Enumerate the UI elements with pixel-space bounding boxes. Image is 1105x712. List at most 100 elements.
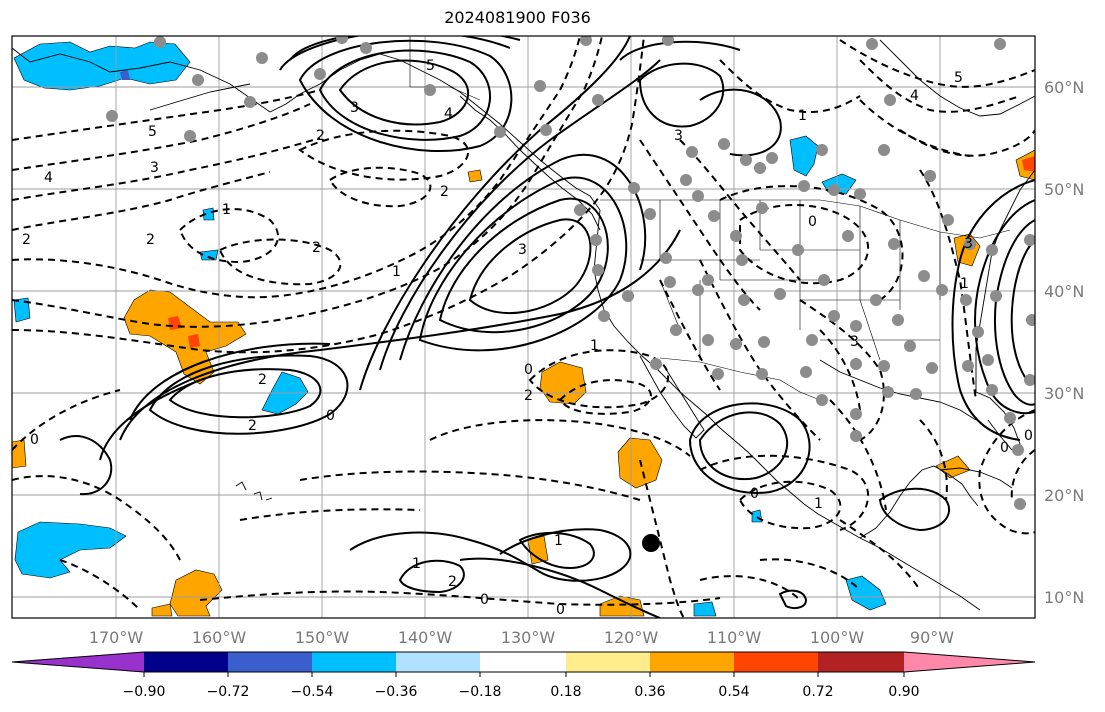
contour-label: 0 xyxy=(524,362,533,378)
colorbar-segment xyxy=(734,652,818,672)
latitude-labels: 60°N 50°N 40°N 30°N 20°N 10°N xyxy=(1044,78,1084,607)
orange-region-small-d xyxy=(151,603,173,617)
blue-region-tropics-west xyxy=(14,521,127,579)
contour-label: 3 xyxy=(964,236,973,252)
aleutians xyxy=(149,83,251,111)
contour-label: 5 xyxy=(954,70,963,86)
contour-label: 1 xyxy=(814,496,823,512)
colorbar-tick-label: −0.36 xyxy=(375,684,418,700)
contour-label: 2 xyxy=(524,388,533,404)
contour-label: 2 xyxy=(448,574,457,590)
contour-label: 1 xyxy=(960,276,969,292)
colorbar-segment xyxy=(650,652,734,672)
alaska-coast xyxy=(12,47,601,211)
contour-label: 1 xyxy=(798,108,807,124)
us-canada-border xyxy=(600,199,1011,239)
contour-label: 2 xyxy=(312,240,321,256)
colorbar-segment xyxy=(818,652,904,672)
colorbar-segment xyxy=(228,652,312,672)
contour-label: 2 xyxy=(248,418,257,434)
contour-label: 4 xyxy=(444,106,453,122)
map-frame xyxy=(11,35,1036,619)
darkblue-region-alaska xyxy=(120,70,130,80)
contour-label: 4 xyxy=(910,88,919,104)
blue-region-small-b xyxy=(13,297,31,323)
colorbar-extend-left xyxy=(12,652,144,672)
colorbar-tick-label: 0.72 xyxy=(802,684,833,700)
contour-label: 3 xyxy=(850,334,859,350)
baja xyxy=(639,355,705,439)
florida xyxy=(975,391,1021,451)
contour-label: 2 xyxy=(440,184,449,200)
colorbar-tick-label: −0.54 xyxy=(291,684,334,700)
colorbar-tick-label: 0.54 xyxy=(718,684,749,700)
colorbar-tick-label: 0.90 xyxy=(888,684,919,700)
contour-label: 0 xyxy=(808,214,817,230)
blue-region-canada xyxy=(789,135,819,177)
lon-label: 150°W xyxy=(295,628,350,647)
colorbar-segment xyxy=(312,652,396,672)
blue-region-small-d xyxy=(693,601,717,617)
contour-label: 0 xyxy=(556,602,565,618)
lon-label: 90°W xyxy=(910,628,954,647)
colorbar-tick-label: −0.18 xyxy=(459,684,502,700)
contour-label: 0 xyxy=(1024,428,1033,444)
longitude-labels: 170°W 160°W 150°W 140°W 130°W 120°W 110°… xyxy=(89,628,954,647)
contour-label: 2 xyxy=(258,372,267,388)
contour-label: 1 xyxy=(222,202,231,218)
lat-label: 20°N xyxy=(1044,486,1084,505)
blue-region-small-e xyxy=(199,249,219,261)
contour-label: 1 xyxy=(590,338,599,354)
colorbar-tick-label: 0.18 xyxy=(550,684,581,700)
station-dots xyxy=(106,36,1035,510)
blue-region-alaska xyxy=(13,41,191,91)
contour-label: 3 xyxy=(518,242,527,258)
contour-label: 0 xyxy=(30,432,39,448)
contour-label: 5 xyxy=(426,58,435,74)
orange-region-small-b xyxy=(467,169,483,183)
tropical-cyclone-marker xyxy=(642,534,660,552)
lat-label: 10°N xyxy=(1044,588,1084,607)
contour-label: 5 xyxy=(148,124,157,140)
lon-label: 160°W xyxy=(192,628,247,647)
contour-label: 3 xyxy=(674,128,683,144)
shaded-negative-regions xyxy=(13,41,887,617)
colorbar: −0.90 −0.72 −0.54 −0.36 −0.18 0.18 0.36 … xyxy=(11,651,1036,700)
lat-label: 30°N xyxy=(1044,384,1084,403)
us-west-coast xyxy=(593,209,861,539)
gulf-coast xyxy=(819,359,977,421)
colorbar-tick-label: 0.36 xyxy=(634,684,665,700)
hawaii-islands xyxy=(235,481,273,501)
orange-region-tropics xyxy=(169,569,223,617)
contour-label: 0 xyxy=(1000,440,1009,456)
colorbar-tick-label: −0.72 xyxy=(207,684,250,700)
lon-label: 100°W xyxy=(810,628,865,647)
lat-label: 60°N xyxy=(1044,78,1084,97)
orange-region-small-a xyxy=(527,535,549,565)
lat-label: 40°N xyxy=(1044,282,1084,301)
red-region-central-pac-b xyxy=(188,334,200,348)
state-borders xyxy=(640,200,941,361)
hudson-bay xyxy=(879,39,1035,117)
mexico-gulf xyxy=(859,465,979,539)
colorbar-segment xyxy=(396,652,480,672)
contour-label: 1 xyxy=(392,264,401,280)
lon-label: 130°W xyxy=(501,628,556,647)
colorbar-tick-label: −0.90 xyxy=(123,684,166,700)
lat-label: 50°N xyxy=(1044,180,1084,199)
lon-label: 120°W xyxy=(604,628,659,647)
lon-label: 110°W xyxy=(707,628,762,647)
contour-label: 1 xyxy=(554,533,563,549)
contour-label: 3 xyxy=(350,100,359,116)
contour-label: 2 xyxy=(316,128,325,144)
contour-label: 1 xyxy=(412,556,421,572)
colorbar-extend-right xyxy=(904,652,1035,672)
orange-region-small-c xyxy=(12,439,27,469)
colorbar-ticks xyxy=(143,672,905,677)
lon-label: 170°W xyxy=(89,628,144,647)
blue-region-tropics-east xyxy=(845,575,887,611)
positive-contours xyxy=(59,36,1035,618)
contour-label: 0 xyxy=(750,486,759,502)
shaded-positive-regions xyxy=(12,149,1035,617)
